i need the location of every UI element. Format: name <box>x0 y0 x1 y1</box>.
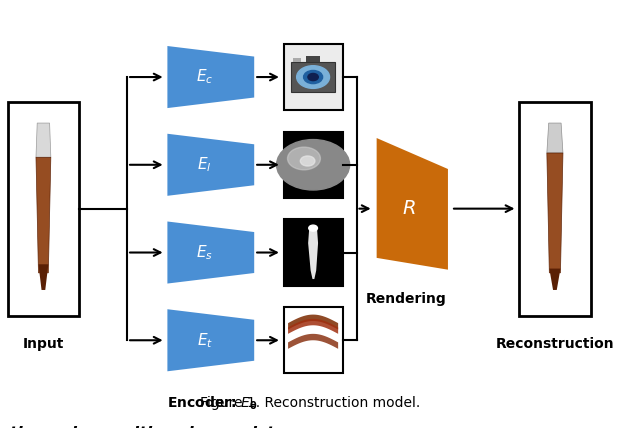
Polygon shape <box>36 158 51 273</box>
Polygon shape <box>288 334 338 349</box>
Circle shape <box>304 71 322 83</box>
Polygon shape <box>38 265 48 290</box>
Polygon shape <box>167 309 254 372</box>
Text: Encoder: $\mathbf{\mathit{E}}_{\mathbf{\theta}}$: Encoder: $\mathbf{\mathit{E}}_{\mathbf{\… <box>167 395 259 412</box>
Bar <box>520 102 590 316</box>
Bar <box>284 44 342 110</box>
Text: $E_{c}$: $E_{c}$ <box>196 68 213 86</box>
Polygon shape <box>167 134 254 196</box>
Polygon shape <box>288 315 338 330</box>
Bar <box>306 56 320 62</box>
Polygon shape <box>547 123 563 153</box>
Circle shape <box>277 140 350 190</box>
Polygon shape <box>547 153 563 273</box>
Text: $\mathit{R}$: $\mathit{R}$ <box>402 199 416 218</box>
Circle shape <box>308 74 318 80</box>
Text: Rendering: Rendering <box>366 292 446 306</box>
Bar <box>284 132 342 198</box>
Bar <box>291 62 335 92</box>
Bar <box>293 58 301 62</box>
Text: $E_{s}$: $E_{s}$ <box>196 243 213 262</box>
Polygon shape <box>308 226 318 279</box>
Text: ction using multi-cycle consistency: ction using multi-cycle consistency <box>0 426 316 428</box>
Bar <box>284 307 342 373</box>
Text: Input: Input <box>23 337 64 351</box>
Circle shape <box>296 65 330 89</box>
Text: Figure 1. Reconstruction model.: Figure 1. Reconstruction model. <box>200 396 420 410</box>
Text: $E_{l}$: $E_{l}$ <box>197 155 212 174</box>
Circle shape <box>288 147 321 170</box>
Bar <box>8 102 79 316</box>
Text: $E_{t}$: $E_{t}$ <box>197 331 213 350</box>
Circle shape <box>309 225 317 231</box>
Polygon shape <box>377 138 448 270</box>
Polygon shape <box>167 46 254 108</box>
Circle shape <box>300 156 315 166</box>
Polygon shape <box>549 269 560 290</box>
Polygon shape <box>288 319 338 334</box>
Polygon shape <box>36 123 51 158</box>
Text: Reconstruction: Reconstruction <box>495 337 614 351</box>
Bar <box>284 220 342 286</box>
Polygon shape <box>167 222 254 284</box>
